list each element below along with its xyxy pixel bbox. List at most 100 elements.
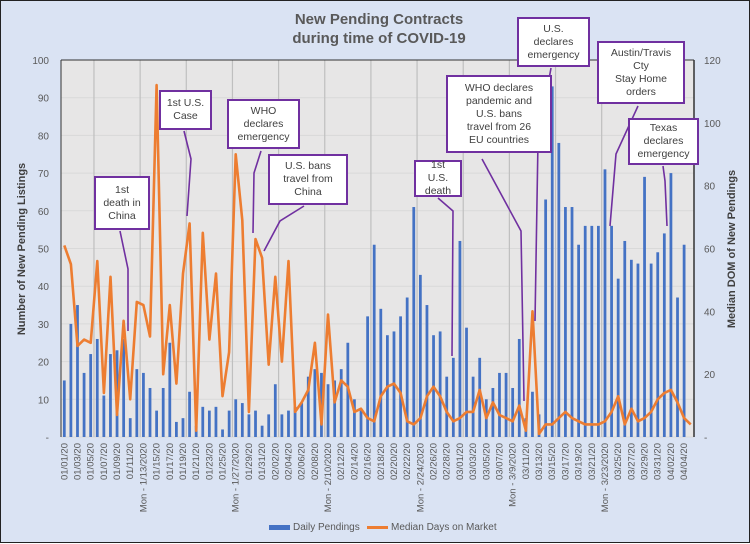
bar-daily-pendings — [109, 354, 112, 437]
bar-daily-pendings — [683, 245, 686, 437]
x-tick-label: 02/08/20 — [310, 443, 321, 480]
chart-title-line-2: during time of COVID-19 — [292, 30, 465, 47]
x-tick-label: 04/02/20 — [666, 443, 677, 480]
bar-daily-pendings — [122, 339, 125, 437]
bar-daily-pendings — [623, 241, 626, 437]
left-y-tick-label: 100 — [32, 56, 49, 67]
bar-daily-pendings — [465, 328, 468, 437]
right-y-axis-label: Median DOM of New Pendings — [726, 170, 738, 328]
bar-daily-pendings — [102, 396, 105, 437]
bar-daily-pendings — [135, 369, 138, 437]
bar-daily-pendings — [373, 245, 376, 437]
annotation-text: WHO declares pandemic and U.S. bans trav… — [465, 82, 533, 147]
annotation-text: 1st death in China — [103, 184, 140, 223]
bar-daily-pendings — [676, 298, 679, 437]
bar-daily-pendings — [267, 414, 270, 437]
x-tick-label: 01/15/20 — [152, 443, 163, 480]
bar-daily-pendings — [168, 343, 171, 437]
bar-daily-pendings — [590, 226, 593, 437]
right-y-tick-label: - — [704, 433, 707, 444]
bar-daily-pendings — [577, 245, 580, 437]
x-tick-label: 02/04/20 — [283, 443, 294, 480]
bar-daily-pendings — [492, 388, 495, 437]
x-tick-label: 03/29/20 — [640, 443, 651, 480]
legend-label-median-dom: Median Days on Market — [391, 522, 497, 533]
x-tick-label: 01/19/20 — [178, 443, 189, 480]
bar-daily-pendings — [544, 199, 547, 437]
x-tick-label: 02/12/20 — [336, 443, 347, 480]
left-y-tick-label: 40 — [38, 282, 50, 293]
annotation-callout: WHO declares pandemic and U.S. bans trav… — [446, 75, 552, 153]
bar-daily-pendings — [162, 388, 165, 437]
left-y-tick-label: 50 — [38, 245, 50, 256]
bar-daily-pendings — [412, 207, 415, 437]
annotation-callout: 1st U.S. death — [414, 160, 462, 197]
bar-daily-pendings — [617, 279, 620, 437]
annotation-callout: 1st U.S. Case — [159, 90, 212, 130]
bar-daily-pendings — [201, 407, 204, 437]
x-tick-label: 03/21/20 — [587, 443, 598, 480]
x-tick-label: Mon - 1/13/2020 — [138, 443, 149, 512]
bar-daily-pendings — [234, 399, 237, 437]
bar-daily-pendings — [83, 373, 86, 437]
x-tick-label: 03/01/20 — [455, 443, 466, 480]
legend-swatch-median-dom — [367, 526, 388, 529]
bar-daily-pendings — [426, 305, 429, 437]
bar-daily-pendings — [584, 226, 587, 437]
right-y-tick-label: 100 — [704, 119, 721, 130]
bar-daily-pendings — [274, 384, 277, 437]
x-tick-label: 03/31/20 — [653, 443, 664, 480]
bar-daily-pendings — [175, 422, 178, 437]
x-tick-label: 03/05/20 — [481, 443, 492, 480]
x-tick-label: 01/11/20 — [125, 443, 136, 479]
bar-daily-pendings — [182, 418, 185, 437]
x-tick-label: 02/22/20 — [402, 443, 413, 480]
bar-daily-pendings — [149, 388, 152, 437]
x-tick-label: 01/31/20 — [257, 443, 268, 480]
annotation-callout: Texas declares emergency — [628, 118, 699, 165]
x-tick-label: 01/29/20 — [244, 443, 255, 480]
bar-daily-pendings — [610, 226, 613, 437]
bar-daily-pendings — [557, 143, 560, 437]
bar-daily-pendings — [261, 426, 264, 437]
left-y-tick-label: 90 — [38, 94, 50, 105]
x-tick-label: 03/19/20 — [574, 443, 585, 480]
left-y-tick-label: 30 — [38, 320, 50, 331]
x-tick-label: 03/27/20 — [626, 443, 637, 480]
x-tick-label: 01/17/20 — [165, 443, 176, 480]
legend-label-daily-pendings: Daily Pendings — [293, 522, 360, 533]
bar-daily-pendings — [241, 403, 244, 437]
annotation-callout: WHO declares emergency — [227, 99, 300, 149]
annotation-text: 1st U.S. Case — [167, 97, 204, 123]
bar-daily-pendings — [129, 418, 132, 437]
right-y-tick-label: 20 — [704, 370, 716, 381]
x-tick-label: Mon - 3/23/2020 — [600, 443, 611, 512]
x-tick-label: 03/25/20 — [613, 443, 624, 480]
left-y-tick-label: 60 — [38, 207, 50, 218]
bar-daily-pendings — [281, 414, 284, 437]
left-y-tick-label: 10 — [38, 395, 50, 406]
x-tick-label: Mon - 3/9/2020 — [508, 443, 519, 507]
bar-daily-pendings — [518, 339, 521, 437]
bar-daily-pendings — [459, 241, 462, 437]
x-tick-label: 02/06/20 — [297, 443, 308, 480]
x-tick-label: 03/11/20 — [521, 443, 532, 479]
annotation-text: 1st U.S. death — [420, 159, 456, 198]
x-tick-label: Mon - 2/24/2020 — [415, 443, 426, 512]
x-tick-label: 03/17/20 — [560, 443, 571, 480]
bar-daily-pendings — [155, 411, 158, 437]
annotation-text: U.S. declares emergency — [528, 23, 580, 62]
right-y-tick-label: 60 — [704, 245, 716, 256]
bar-daily-pendings — [221, 429, 224, 437]
bar-daily-pendings — [208, 411, 211, 437]
left-y-axis-label: Number of New Pending Listings — [16, 163, 28, 335]
x-tick-label: 03/13/20 — [534, 443, 545, 480]
bar-daily-pendings — [670, 173, 673, 437]
legend-swatch-daily-pendings — [269, 525, 290, 530]
bar-daily-pendings — [597, 226, 600, 437]
x-tick-label: 03/03/20 — [468, 443, 479, 480]
